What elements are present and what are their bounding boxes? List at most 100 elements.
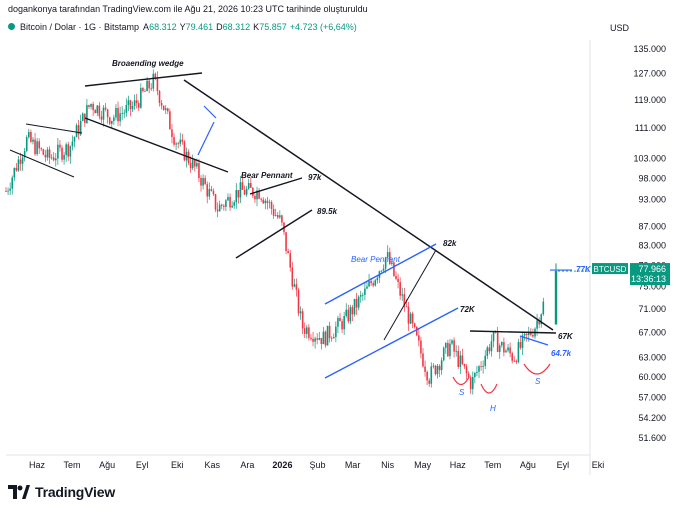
candle-body — [347, 309, 350, 322]
candle-body — [538, 320, 540, 325]
candle-body — [252, 187, 254, 196]
candle-body — [227, 197, 229, 201]
candle-body — [106, 109, 109, 118]
candle-body — [48, 149, 51, 158]
candle-body — [44, 154, 47, 158]
candle-body — [92, 103, 94, 111]
candle-body — [480, 366, 482, 368]
candle-body — [135, 100, 138, 104]
candle-body — [413, 323, 416, 328]
y-tick-label: 111.000 — [635, 123, 666, 133]
candle-body — [478, 366, 480, 372]
y-tick-label: 57.000 — [638, 393, 666, 403]
candle-body — [359, 294, 362, 297]
candle-body — [42, 149, 45, 155]
candle-body — [102, 107, 105, 120]
candle-body — [285, 232, 287, 252]
candle-body — [357, 296, 360, 308]
candle-body — [303, 328, 306, 334]
candle-body — [345, 309, 348, 317]
high-label: Y — [179, 22, 186, 32]
candle-body — [384, 257, 387, 269]
currency-label: USD — [610, 23, 630, 33]
candle-body — [268, 202, 271, 203]
candle-body — [11, 177, 14, 189]
left-shoulder-label: S — [459, 388, 465, 397]
candle-body — [237, 190, 240, 198]
candle-body — [527, 331, 530, 336]
candle-body — [312, 338, 314, 342]
candle-body — [36, 141, 38, 155]
candle-body — [405, 306, 408, 308]
candle-body — [150, 88, 153, 90]
candle-body — [239, 182, 242, 198]
candle-body — [353, 298, 356, 315]
candle-body — [7, 190, 9, 192]
level-64k-label: 64.7k — [551, 349, 572, 358]
candle-body — [231, 205, 233, 208]
head-label: H — [490, 404, 496, 413]
candle-body — [167, 108, 169, 112]
candle-body — [399, 281, 401, 296]
candle-body — [121, 112, 123, 114]
candle-body — [28, 132, 30, 138]
candle-body — [525, 333, 528, 336]
y-tick-label: 60.000 — [638, 372, 666, 382]
candle-body — [299, 311, 302, 314]
tradingview-logo-icon — [8, 485, 30, 499]
candle-body — [540, 314, 543, 325]
candle-body — [411, 313, 414, 324]
pennant-2-top — [324, 243, 437, 305]
candle-body — [77, 125, 80, 135]
candle-body — [123, 112, 126, 114]
x-tick-label: Eyl — [136, 460, 149, 470]
candle-body — [322, 331, 325, 345]
candle-body — [542, 301, 545, 315]
candle-body — [401, 294, 404, 296]
level-77k-label: 77K — [576, 265, 592, 274]
candle-body — [270, 202, 273, 209]
candle-body — [173, 136, 175, 145]
candle-body — [154, 73, 157, 78]
candle-body — [366, 286, 368, 289]
candle-body — [532, 334, 534, 337]
candle-body — [73, 137, 76, 142]
candle-body — [276, 215, 279, 218]
candle-body — [183, 141, 186, 161]
candle-body — [196, 162, 198, 167]
candle-body — [474, 372, 476, 378]
candle-body — [314, 338, 316, 342]
level-97k-label: 97k — [308, 173, 322, 182]
candle-body — [486, 347, 489, 356]
brand-name: TradingView — [35, 484, 116, 500]
candle-body — [34, 139, 36, 155]
pennant-2-bottom — [324, 307, 459, 379]
level-89k-label: 89.5k — [317, 207, 338, 216]
x-tick-label: May — [414, 460, 432, 470]
left-shoulder-arc — [452, 376, 470, 386]
candle-body — [84, 113, 86, 123]
x-tick-label: Eki — [171, 460, 184, 470]
candle-body — [17, 159, 20, 171]
symbol-name[interactable]: Bitcoin / Dolar · 1G · Bitstamp — [20, 22, 140, 32]
pennant-1-top — [249, 177, 303, 195]
candle-body — [320, 338, 323, 345]
candle-body — [191, 159, 194, 169]
candle-body — [469, 377, 472, 390]
candle-body — [449, 343, 451, 357]
y-tick-label: 54.200 — [638, 413, 666, 423]
y-tick-label: 71.000 — [638, 304, 666, 314]
candle-body — [436, 365, 439, 375]
x-tick-label: Tem — [64, 460, 81, 470]
candle-body — [113, 117, 115, 121]
y-tick-label: 87.000 — [638, 222, 666, 232]
candle-body — [420, 340, 422, 354]
candle-body — [75, 125, 78, 138]
candle-body — [515, 360, 518, 363]
candle-body — [465, 366, 468, 374]
candle-body — [521, 335, 524, 348]
candle-body — [256, 190, 258, 200]
candle-body — [15, 167, 18, 171]
candle-body — [171, 129, 173, 137]
